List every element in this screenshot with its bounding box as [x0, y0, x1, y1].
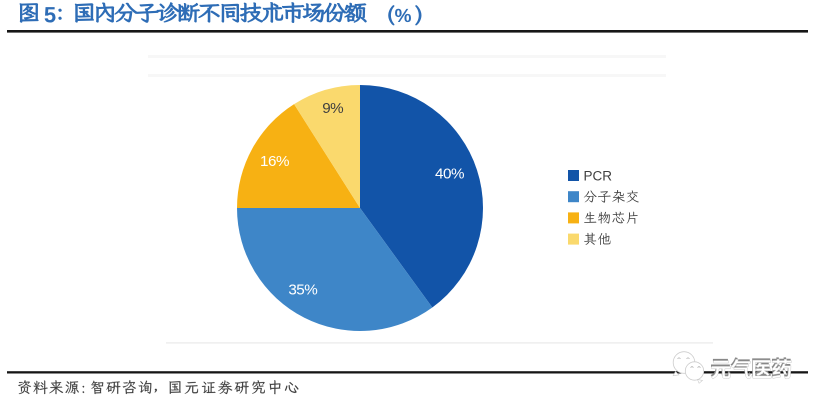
svg-text:16%: 16%: [260, 153, 289, 170]
svg-text:40%: 40%: [435, 166, 464, 183]
svg-text:PCR: PCR: [584, 168, 613, 183]
svg-text:9%: 9%: [322, 100, 343, 117]
svg-text:35%: 35%: [288, 281, 317, 298]
